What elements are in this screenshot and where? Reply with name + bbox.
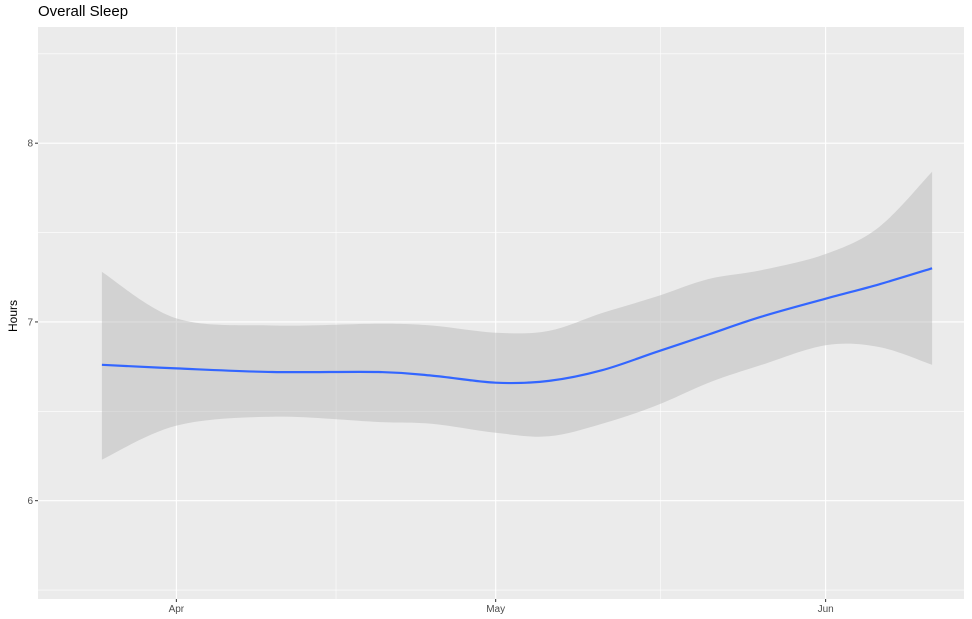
y-tick-label: 6	[27, 496, 33, 507]
plot-panel	[38, 27, 964, 599]
chart-title: Overall Sleep	[38, 3, 129, 20]
grid-lines	[38, 27, 964, 599]
x-axis: Apr May Jun	[169, 599, 834, 615]
y-axis: 6 7 8	[27, 139, 38, 507]
y-axis-title: Hours	[6, 300, 20, 332]
y-tick-label: 7	[27, 317, 33, 328]
x-tick-label: May	[486, 604, 505, 615]
x-tick-label: Apr	[169, 604, 185, 615]
trend-line	[101, 267, 933, 385]
y-tick-label: 8	[27, 139, 33, 150]
confidence-ribbon	[101, 171, 933, 460]
x-tick-label: Jun	[818, 604, 834, 615]
